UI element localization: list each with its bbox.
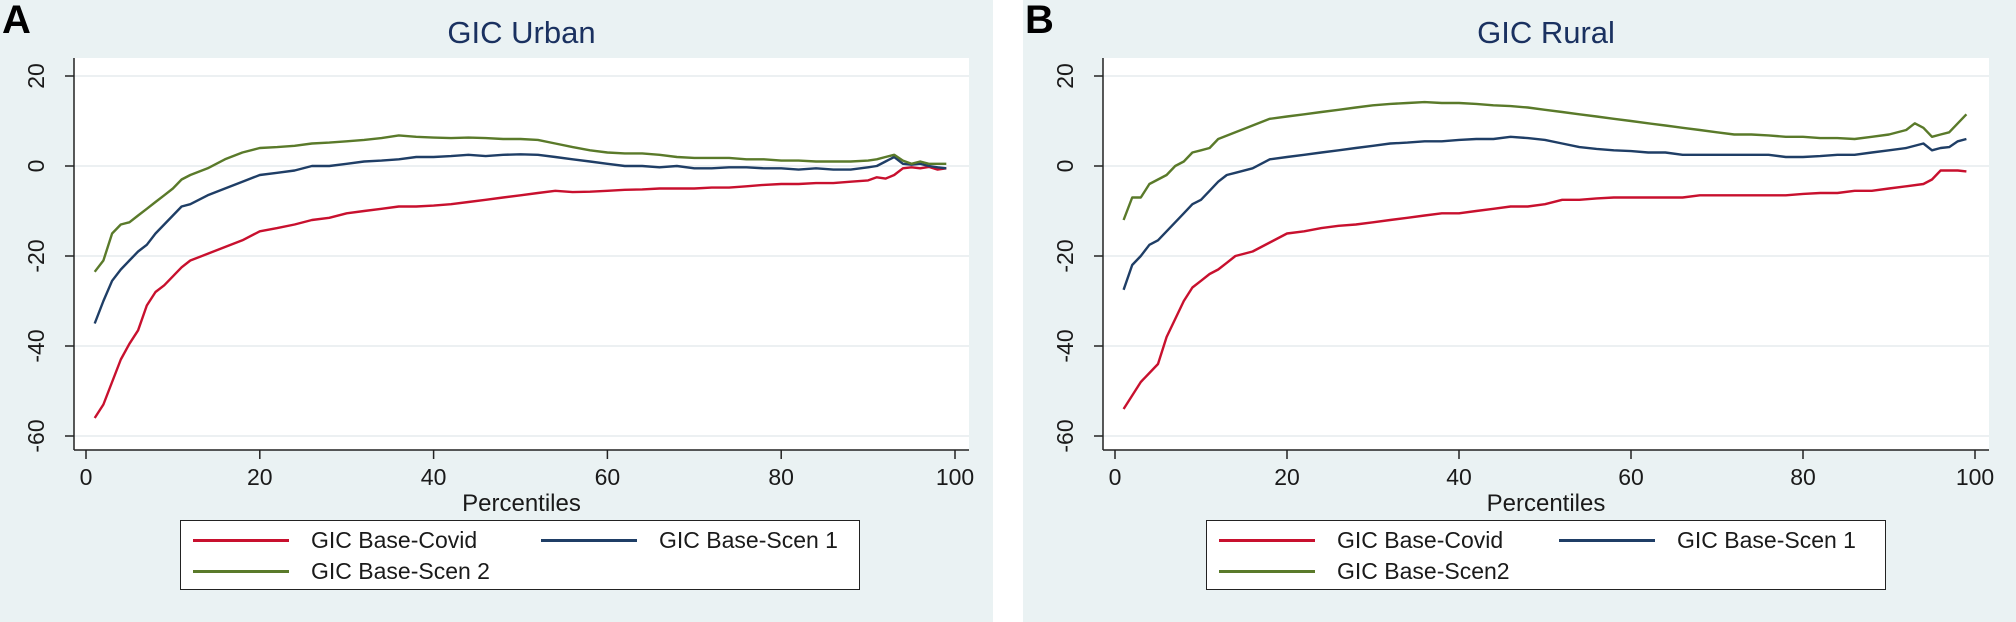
legend-label: GIC Base-Covid	[1337, 526, 1504, 553]
panel-b: B GIC Rural 20 0 -20 -40 -60 0 20 40 60 80 100 Perce…	[1023, 0, 2016, 622]
y-tick-label: -60	[1052, 419, 1078, 452]
y-tick-label: -40	[23, 329, 49, 362]
x-tick-label: 20	[247, 464, 273, 490]
chart-rural: GIC Rural 20 0 -20 -40 -60 0 20 40 60 80 100 Percent…	[1052, 15, 1994, 517]
x-tick-label: 100	[1956, 464, 1994, 490]
series-line	[1122, 169, 1967, 410]
legend: GIC Base-Covid GIC Base-Scen 1 GIC Base-…	[1206, 520, 1886, 590]
y-tick-label: 0	[23, 160, 49, 173]
x-axis-label: Percentiles	[462, 490, 581, 517]
x-tick-label: 60	[595, 464, 621, 490]
y-tick-label: 0	[1052, 160, 1078, 173]
x-tick-label: 100	[936, 464, 974, 490]
x-tick-label: 0	[80, 464, 93, 490]
legend-item: GIC Base-Covid	[1219, 525, 1503, 555]
y-tick-label: -40	[1052, 329, 1078, 362]
legend-item: GIC Base-Scen 1	[541, 525, 838, 555]
plot-area	[1103, 58, 1989, 450]
y-tick-label: -20	[1052, 239, 1078, 272]
legend-swatch	[1219, 569, 1315, 573]
x-axis-label: Percentiles	[1487, 490, 1606, 517]
legend-swatch	[1559, 538, 1655, 542]
legend: GIC Base-Covid GIC Base-Scen 1 GIC Base-…	[180, 520, 860, 590]
legend-item: GIC Base-Scen2	[1219, 556, 1510, 586]
chart-urban: GIC Urban 20 0 -20 -40 -60 0 20 40 60 80 100 Percent…	[23, 15, 974, 517]
panel-label: A	[2, 0, 31, 42]
y-tick-label: 20	[23, 63, 49, 89]
series-line	[1122, 135, 1967, 291]
legend-label: GIC Base-Scen 2	[311, 557, 490, 584]
legend-swatch	[541, 538, 637, 542]
x-tick-label: 40	[1446, 464, 1472, 490]
x-tick-label: 80	[768, 464, 794, 490]
legend-swatch	[193, 569, 289, 573]
series-line	[93, 153, 947, 324]
y-tick-label: -60	[23, 419, 49, 452]
series-line	[93, 165, 947, 419]
y-tick-label: -20	[23, 239, 49, 272]
legend-item: GIC Base-Covid	[193, 525, 477, 555]
legend-label: GIC Base-Covid	[311, 526, 478, 553]
x-tick-label: 20	[1274, 464, 1300, 490]
legend-item: GIC Base-Scen 1	[1559, 525, 1856, 555]
series-line	[1122, 100, 1968, 221]
legend-label: GIC Base-Scen 1	[659, 526, 838, 553]
legend-swatch	[1219, 538, 1315, 542]
x-tick-label: 60	[1618, 464, 1644, 490]
legend-label: GIC Base-Scen 1	[1677, 526, 1856, 553]
panel-label: B	[1025, 0, 1054, 42]
chart-title: GIC Rural	[1477, 15, 1615, 50]
panel-a: A GIC Urban 20 0 -20 -40 -60 0 20 40 60 80 100 Perce…	[0, 0, 993, 622]
series-line	[93, 134, 947, 273]
y-tick-label: 20	[1052, 63, 1078, 89]
x-tick-label: 80	[1790, 464, 1816, 490]
x-tick-label: 40	[421, 464, 447, 490]
x-tick-label: 0	[1109, 464, 1122, 490]
legend-item: GIC Base-Scen 2	[193, 556, 490, 586]
plot-area	[74, 58, 969, 450]
legend-label: GIC Base-Scen2	[1337, 557, 1510, 584]
legend-swatch	[193, 538, 289, 542]
chart-title: GIC Urban	[447, 15, 595, 50]
